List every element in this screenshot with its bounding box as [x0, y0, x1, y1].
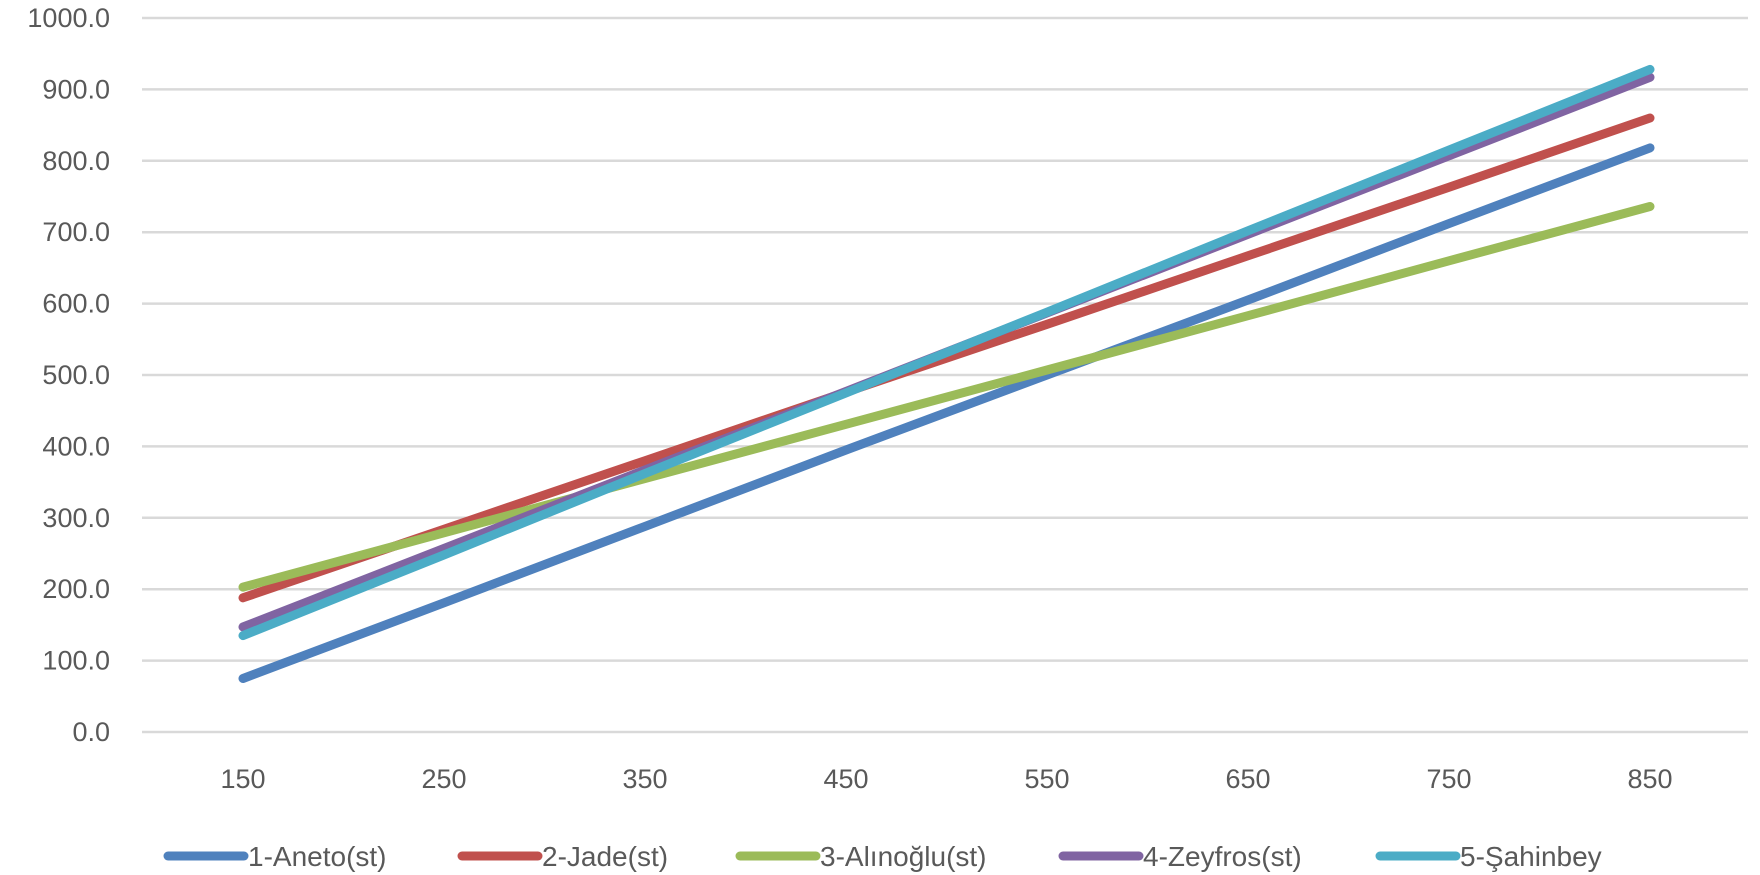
- x-axis-tick-labels: 150 250 350 450 550 650 750 850: [220, 764, 1672, 794]
- y-tick-label: 1000.0: [27, 3, 110, 33]
- y-tick-label: 900.0: [42, 74, 110, 104]
- legend-label: 4-Zeyfros(st): [1143, 841, 1302, 872]
- legend-item: 1-Aneto(st): [163, 841, 387, 872]
- legend-item: 5-Şahinbey: [1375, 841, 1602, 872]
- series-lines: [238, 64, 1655, 683]
- y-tick-label: 400.0: [42, 431, 110, 461]
- legend: 1-Aneto(st) 2-Jade(st) 3-Alınoğlu(st) 4-Zey…: [163, 841, 1602, 872]
- y-tick-label: 200.0: [42, 574, 110, 604]
- x-tick-label: 750: [1426, 764, 1471, 794]
- gridlines: [142, 16, 1748, 734]
- series-line-5-Şahinbey: [238, 64, 1655, 641]
- legend-label: 3-Alınoğlu(st): [820, 841, 987, 872]
- x-tick-label: 850: [1627, 764, 1672, 794]
- y-tick-label: 500.0: [42, 360, 110, 390]
- legend-item: 4-Zeyfros(st): [1058, 841, 1302, 872]
- x-tick-label: 350: [622, 764, 667, 794]
- legend-label: 5-Şahinbey: [1460, 841, 1602, 872]
- y-tick-label: 300.0: [42, 503, 110, 533]
- y-tick-label: 800.0: [42, 146, 110, 176]
- legend-label: 1-Aneto(st): [248, 841, 387, 872]
- legend-item: 2-Jade(st): [457, 841, 668, 872]
- x-tick-label: 450: [823, 764, 868, 794]
- series-line-3-Alınoğlu(st): [238, 202, 1655, 592]
- x-tick-label: 150: [220, 764, 265, 794]
- x-tick-label: 550: [1024, 764, 1069, 794]
- y-tick-label: 700.0: [42, 217, 110, 247]
- series-line-2-Jade(st): [238, 113, 1655, 603]
- x-tick-label: 250: [421, 764, 466, 794]
- legend-item: 3-Alınoğlu(st): [735, 841, 987, 872]
- series-line-1-Aneto(st): [238, 143, 1655, 683]
- y-axis-tick-labels: 0.0 100.0 200.0 300.0 400.0 500.0 600.0 700.0 80…: [27, 3, 110, 747]
- y-tick-label: 600.0: [42, 289, 110, 319]
- y-tick-label: 100.0: [42, 646, 110, 676]
- x-tick-label: 650: [1225, 764, 1270, 794]
- y-tick-label: 0.0: [72, 717, 110, 747]
- legend-label: 2-Jade(st): [542, 841, 668, 872]
